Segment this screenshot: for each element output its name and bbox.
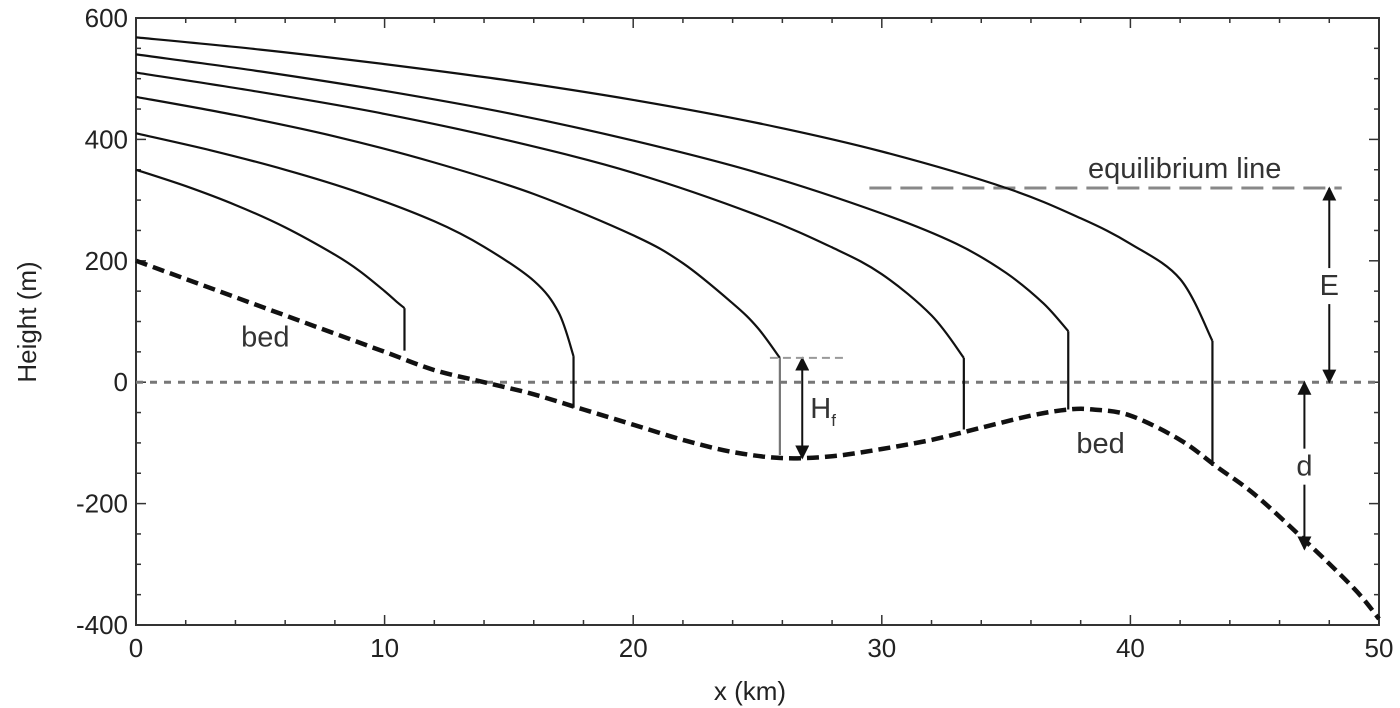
x-tick-label: 0 [129,633,143,663]
x-tick-label: 10 [370,633,399,663]
x-tick-label: 20 [619,633,648,663]
hf-main: H [810,393,831,425]
series-group [135,36,1381,621]
x-axis-label: x (km) [714,676,786,706]
bed-label-left: bed [241,322,289,354]
ice-surface-line [135,71,965,359]
y-tick-label: -400 [76,610,128,640]
annotations-group [769,186,1337,551]
hf-subscript: f [831,411,836,430]
y-tick-label: 200 [85,246,128,276]
e-annotation-label: E [1320,270,1339,302]
ice-surface-line [135,36,1214,342]
ice-surface-line [135,95,781,359]
y-tick-label: 0 [114,367,128,397]
hf-annotation-label: Hf [810,393,836,430]
ice-surface-line [135,53,1070,332]
ice-surface-line [135,132,575,357]
x-tick-label: 40 [1116,633,1145,663]
labels-group: x (km) Height (m) equilibrium line bed b… [12,153,1342,706]
y-axis-label: Height (m) [12,261,42,382]
equilibrium-line-label: equilibrium line [1088,153,1281,185]
plot-frame [135,17,1380,626]
y-tick-label: 600 [85,3,128,33]
lbl-E-backing [1316,268,1342,305]
x-tick-label: 30 [867,633,896,663]
bed-label-right: bed [1076,428,1124,460]
axes-group: 0 10 20 30 40 50 -400 -200 0 200 400 600 [76,3,1394,663]
x-tick-label: 50 [1365,633,1394,663]
y-tick-label: -200 [76,489,128,519]
ice-surface-line [135,168,406,309]
lbl-d-backing [1293,448,1316,485]
bed-line [135,258,1381,621]
y-tick-label: 400 [85,124,128,154]
d-annotation-label: d [1296,451,1312,483]
